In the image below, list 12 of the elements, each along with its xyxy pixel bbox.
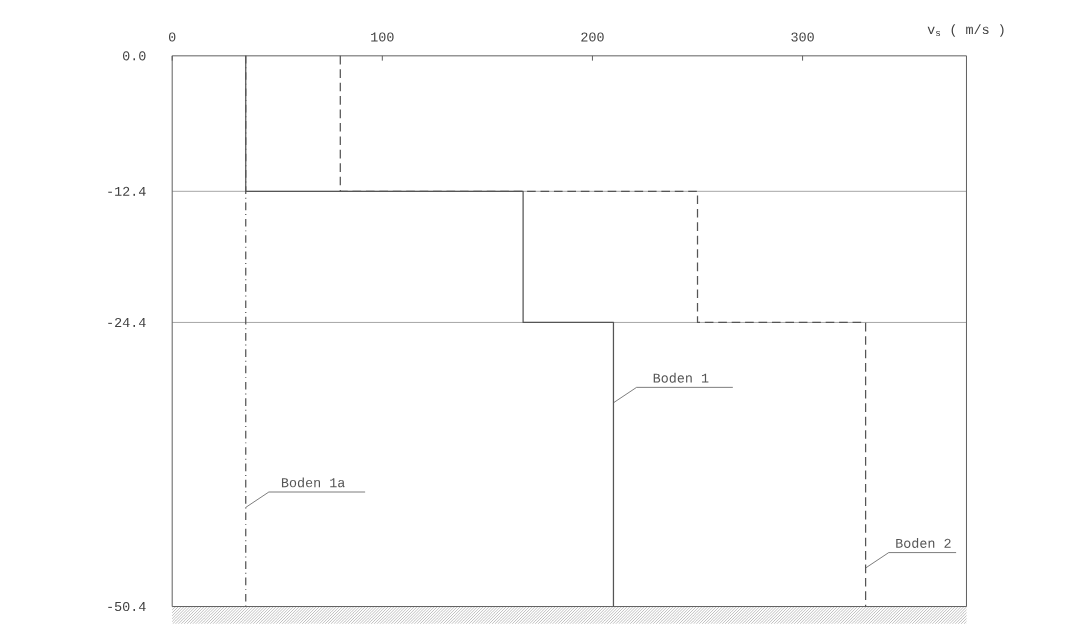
y-tick-label: -50.4	[108, 602, 146, 612]
x-tick-label: 100	[371, 32, 394, 42]
text: v$_{s}$ ( m/s )	[927, 24, 1004, 37]
x-tick-label: 0	[168, 32, 176, 42]
y-tick-label: -24.4	[108, 318, 146, 328]
x-tick-label: 200	[581, 32, 604, 42]
x-tick-label: 300	[791, 32, 814, 42]
text: Boden 2	[896, 538, 951, 549]
text: Boden 1	[653, 372, 709, 383]
y-tick-label: -12.4	[108, 186, 146, 196]
text: Boden 1a	[281, 477, 345, 488]
y-tick-label: 0.0	[122, 51, 146, 61]
